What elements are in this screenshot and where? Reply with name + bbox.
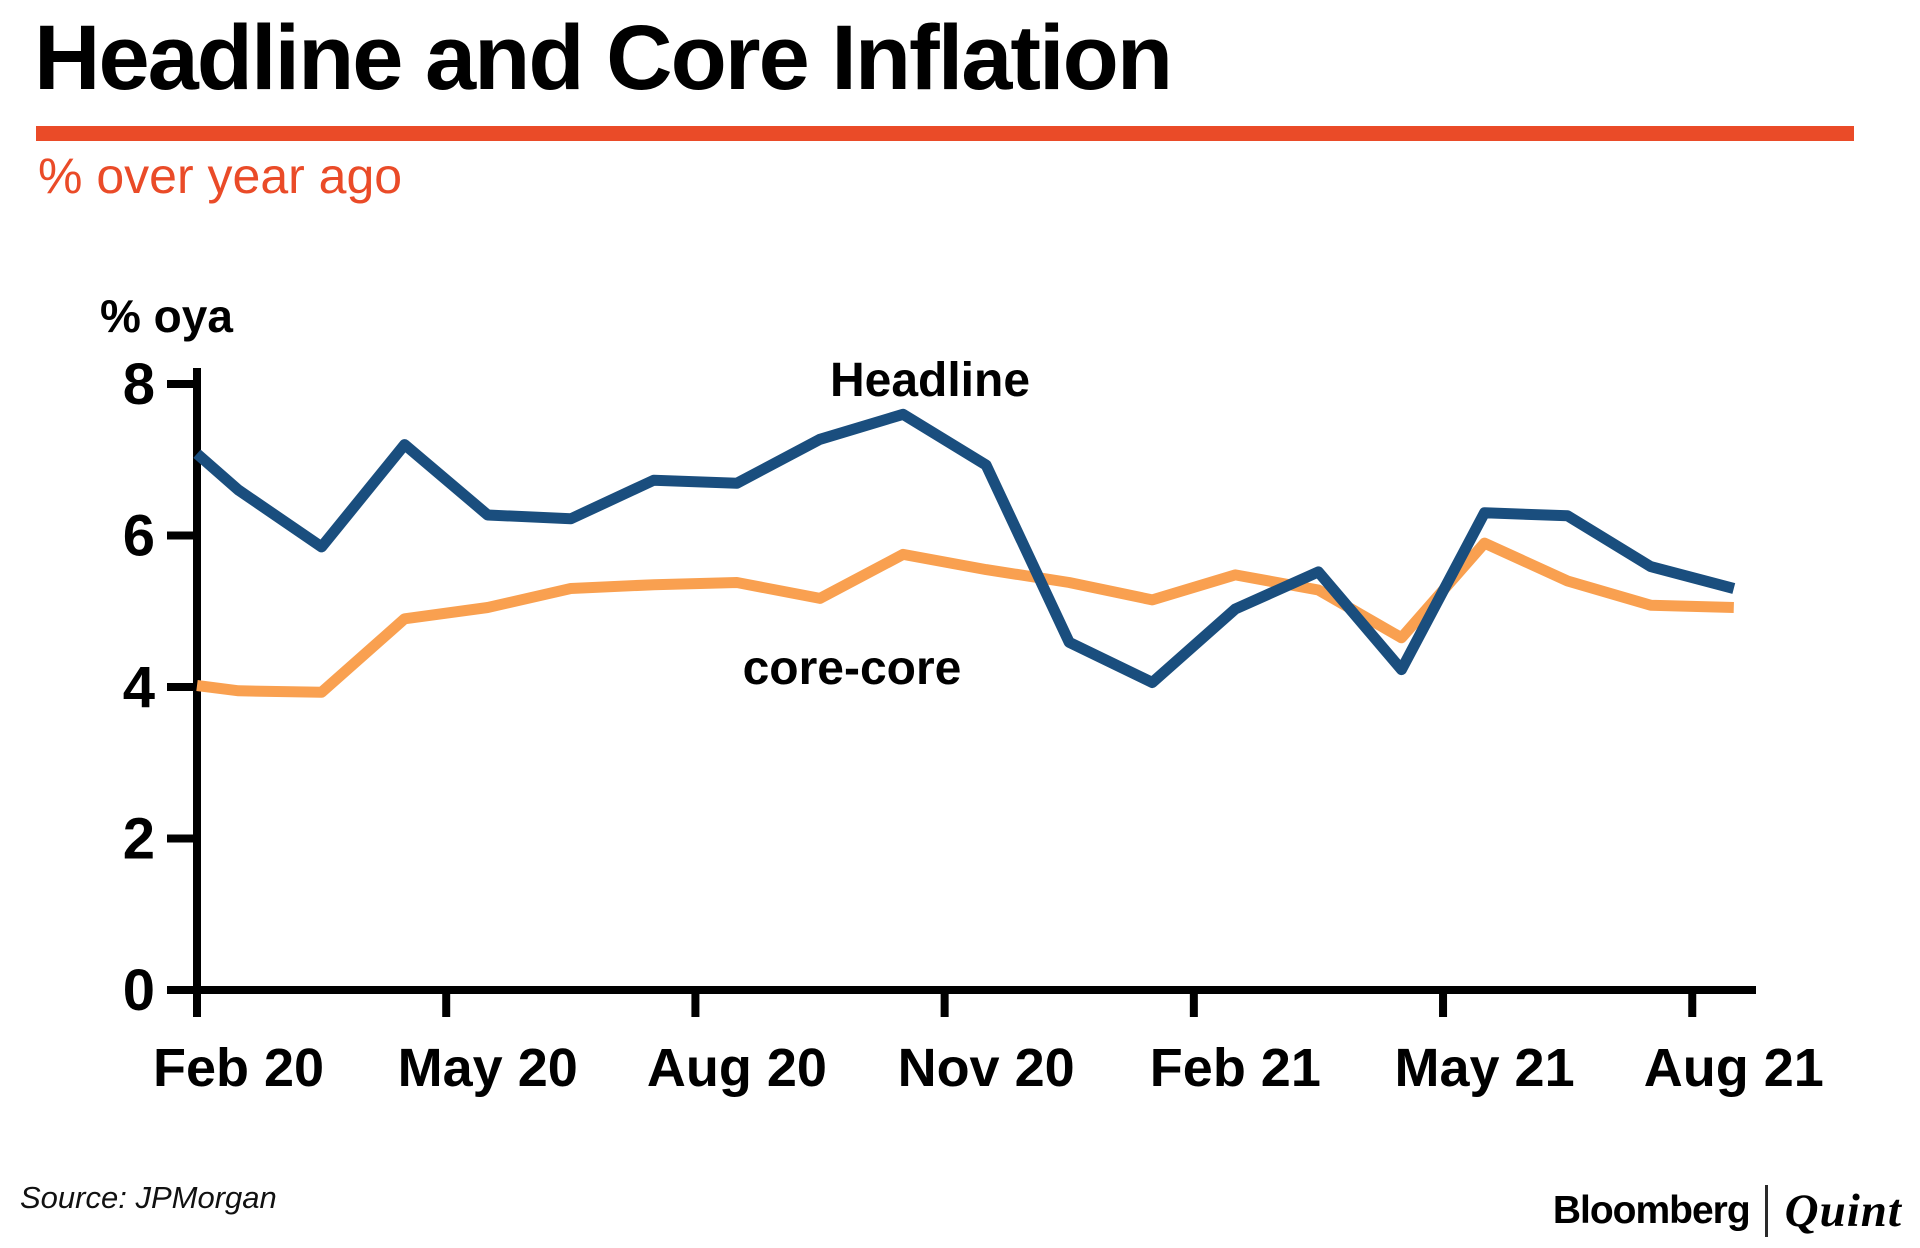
headline-series-label: Headline (830, 354, 1030, 407)
title-underline-bar (36, 126, 1854, 141)
y-axis-unit-label: % oya (100, 290, 233, 342)
x-tick-label: Aug 21 (1644, 1038, 1824, 1098)
source-text: Source: JPMorgan (20, 1180, 277, 1215)
headline-line (193, 408, 1736, 688)
quint-logo: Quint (1784, 1185, 1902, 1237)
y-tick-label: 0 (123, 958, 155, 1023)
y-tick-label: 8 (123, 352, 155, 417)
x-tick-label: May 20 (398, 1038, 578, 1098)
y-tick-label: 2 (123, 807, 155, 872)
brand-logos: Bloomberg Quint (1553, 1184, 1902, 1238)
x-tick-label: Nov 20 (898, 1038, 1075, 1098)
bloomberg-logo: Bloomberg (1552, 1189, 1751, 1232)
x-tick-label: Feb 21 (1150, 1038, 1321, 1098)
x-tick-label: May 21 (1394, 1038, 1574, 1098)
core-core-series-label: core-core (743, 642, 962, 695)
y-tick-label: 4 (123, 655, 155, 720)
page-title: Headline and Core Inflation (34, 7, 1173, 109)
chart-subtitle: % over year ago (38, 148, 403, 204)
y-tick-label: 6 (123, 504, 155, 569)
core-core-line (196, 537, 1734, 698)
x-tick-label: Feb 20 (153, 1038, 324, 1098)
x-tick-label: Aug 20 (647, 1038, 827, 1098)
logo-separator (1764, 1185, 1768, 1237)
